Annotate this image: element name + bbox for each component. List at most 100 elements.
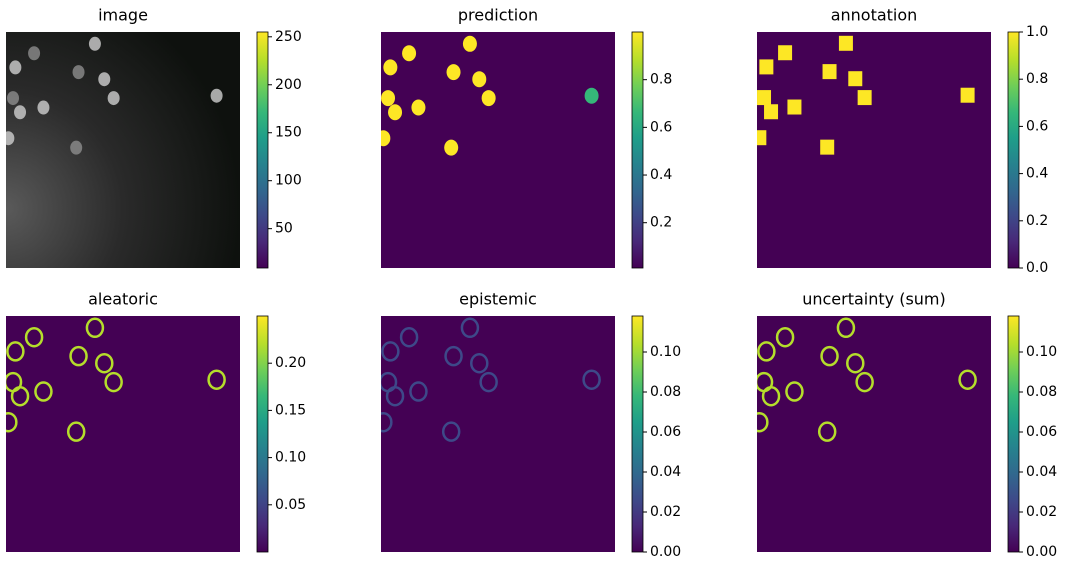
colorbar-tick-label: 0.06	[650, 424, 681, 440]
cell	[14, 105, 27, 120]
colorbar-tick-label: 0.2	[1026, 213, 1048, 229]
cell	[6, 131, 15, 146]
cell	[34, 381, 53, 402]
cell	[95, 352, 114, 374]
colorbar	[256, 31, 269, 269]
colorbar-tick-label: 0.2	[650, 215, 672, 231]
image-panel	[6, 316, 240, 552]
cell	[846, 352, 865, 374]
cell	[88, 36, 101, 51]
cell	[10, 385, 30, 407]
cell	[838, 35, 853, 51]
cell	[822, 64, 837, 80]
colorbar-tick-label: 0.08	[1026, 384, 1057, 400]
image-panel	[381, 32, 615, 268]
cell	[757, 130, 767, 146]
cell	[98, 72, 111, 87]
cell	[37, 100, 50, 115]
cell	[820, 345, 839, 367]
cell	[479, 371, 498, 393]
colorbar	[631, 315, 644, 553]
panel-title: aleatoric	[88, 290, 158, 309]
image-content	[381, 317, 601, 442]
cell	[69, 345, 88, 367]
panel-title: uncertainty (sum)	[802, 290, 946, 309]
colorbar-tick-label: 0.06	[1026, 424, 1057, 440]
colorbar-tick-label: 0.4	[1026, 166, 1048, 182]
colorbar-tick-label: 0.00	[650, 544, 681, 560]
cell	[6, 411, 18, 433]
panel-title: annotation	[831, 6, 918, 25]
cell	[85, 317, 105, 339]
cell	[444, 139, 459, 156]
cell	[388, 104, 403, 121]
colorbar-tick-label: 100	[275, 173, 302, 189]
colorbar-tick-label: 1.0	[1026, 24, 1048, 40]
colorbar-tick-label: 0.00	[1026, 544, 1057, 560]
colorbar-tick-label: 0.0	[1026, 260, 1048, 276]
cell	[7, 91, 20, 106]
cell	[28, 46, 41, 61]
cell	[958, 369, 977, 390]
image-panel	[757, 32, 991, 268]
colorbar-tick-label: 0.08	[650, 384, 681, 400]
cell	[470, 352, 489, 374]
colorbar-tick-label: 0.02	[650, 504, 681, 520]
panel-title: image	[98, 6, 148, 25]
cell	[836, 317, 856, 339]
cell	[381, 411, 393, 433]
cell	[210, 88, 223, 103]
colorbar	[1007, 31, 1020, 269]
panel-title: prediction	[458, 6, 538, 25]
cell	[444, 345, 463, 367]
cell	[402, 45, 417, 62]
colorbar-tick-label: 200	[275, 77, 302, 93]
cell	[381, 130, 391, 147]
cell	[446, 64, 461, 81]
cell	[104, 371, 123, 393]
cell	[817, 421, 837, 442]
image-content	[757, 317, 977, 442]
colorbar-tick-label: 0.8	[1026, 71, 1048, 87]
colorbar-tick-label: 0.8	[650, 72, 672, 88]
colorbar-tick-label: 150	[275, 125, 302, 141]
colorbar	[631, 31, 644, 269]
cell	[9, 60, 22, 75]
panel-title: epistemic	[459, 290, 537, 309]
colorbar-tick-label: 0.02	[1026, 504, 1057, 520]
cell	[960, 87, 975, 103]
cell	[70, 140, 83, 155]
cell	[72, 65, 85, 80]
image-content	[381, 35, 599, 156]
image-content	[6, 36, 223, 155]
cell	[787, 99, 802, 115]
cell	[385, 385, 405, 407]
cell	[855, 371, 874, 393]
cell	[820, 139, 835, 155]
colorbar-tick-label: 0.20	[275, 355, 306, 371]
cell	[24, 326, 44, 348]
colorbar-tick-label: 0.10	[275, 450, 306, 466]
cell	[411, 99, 426, 116]
colorbar-tick-label: 0.04	[650, 464, 681, 480]
colorbar	[1007, 315, 1020, 553]
colorbar-tick-label: 0.6	[1026, 118, 1048, 134]
colorbar-tick-label: 0.10	[650, 344, 681, 360]
colorbar	[256, 315, 269, 553]
cell	[381, 341, 400, 362]
cell	[472, 71, 487, 88]
cell	[462, 35, 477, 52]
cell	[757, 341, 776, 362]
colorbar-tick-label: 0.15	[275, 402, 306, 418]
cell	[66, 421, 86, 442]
colorbar-tick-label: 250	[275, 29, 302, 45]
image-content	[757, 35, 975, 155]
colorbar-tick-label: 0.10	[1026, 344, 1057, 360]
cell	[582, 369, 601, 390]
image-panel	[381, 316, 615, 552]
cell	[584, 87, 599, 104]
cell	[757, 90, 772, 106]
cell	[778, 45, 793, 61]
cell	[848, 71, 863, 87]
